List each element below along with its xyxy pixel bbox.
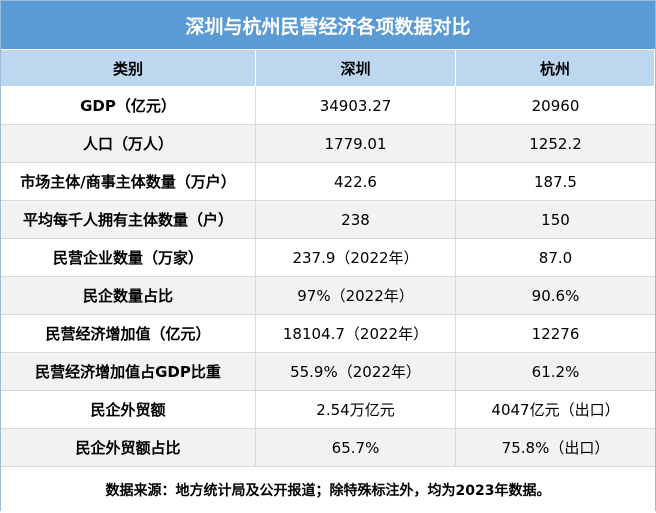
table-cell: 1252.2 bbox=[529, 134, 582, 153]
source-note: 数据来源：地方统计局及公开报道；除特殊标注外，均为2023年数据。 bbox=[1, 467, 655, 513]
table-row: 民企数量占比 97%（2022年） 90.6% bbox=[1, 277, 655, 315]
table-cell: 55.9%（2022年） bbox=[256, 353, 456, 390]
column-header: 类别 bbox=[1, 50, 256, 86]
row-label: 平均每千人拥有主体数量（户） bbox=[1, 201, 256, 238]
header-row: 类别 深圳 杭州 bbox=[1, 50, 655, 87]
table-row: 民营经济增加值占GDP比重 55.9%（2022年） 61.2% bbox=[1, 353, 655, 391]
row-label: 市场主体/商事主体数量（万户） bbox=[1, 163, 256, 200]
table-cell: 422.6 bbox=[256, 163, 456, 200]
table-cell: 18104.7（2022年） bbox=[256, 315, 456, 352]
row-label: 民企外贸额占比 bbox=[1, 429, 256, 466]
row-label: GDP（亿元） bbox=[1, 87, 256, 124]
table-cell: 12276 bbox=[531, 324, 580, 343]
table-row: 平均每千人拥有主体数量（户） 238 150 bbox=[1, 201, 655, 239]
table-row: 民营经济增加值（亿元） 18104.7（2022年） 12276 bbox=[1, 315, 655, 353]
table-cell: 61.2% bbox=[531, 362, 580, 381]
table-cell: 90.6% bbox=[531, 286, 580, 305]
table-cell: 75.8%（出口） bbox=[501, 439, 610, 457]
table-cell: 97%（2022年） bbox=[256, 277, 456, 314]
table-cell: 237.9（2022年） bbox=[256, 239, 456, 276]
row-label: 人口（万人） bbox=[1, 125, 256, 162]
row-label: 民营企业数量（万家） bbox=[1, 239, 256, 276]
table-row: 民营企业数量（万家） 237.9（2022年） 87.0 bbox=[1, 239, 655, 277]
column-header: 深圳 bbox=[256, 50, 456, 86]
table-cell: 65.7% bbox=[256, 429, 456, 466]
table-row: 民企外贸额占比 65.7% 75.8%（出口） bbox=[1, 429, 655, 467]
table-cell: 4047亿元（出口） bbox=[491, 401, 620, 419]
table-cell: 2.54万亿元 bbox=[256, 391, 456, 428]
table-row: 民企外贸额 2.54万亿元 4047亿元（出口） bbox=[1, 391, 655, 429]
table-row: 市场主体/商事主体数量（万户） 422.6 187.5 bbox=[1, 163, 655, 201]
table-title: 深圳与杭州民营经济各项数据对比 bbox=[1, 1, 655, 50]
table-cell: 20960 bbox=[531, 96, 580, 115]
table-cell: 1779.01 bbox=[256, 125, 456, 162]
table-cell: 187.5 bbox=[534, 172, 577, 191]
table-cell: 238 bbox=[256, 201, 456, 238]
table-row: 人口（万人） 1779.01 1252.2 bbox=[1, 125, 655, 163]
table-body: GDP（亿元） 34903.27 20960 人口（万人） 1779.01 1252.2 市… bbox=[1, 87, 655, 467]
row-label: 民企数量占比 bbox=[1, 277, 256, 314]
table-cell: 150 bbox=[541, 210, 570, 229]
table-cell: 34903.27 bbox=[256, 87, 456, 124]
column-header: 杭州 bbox=[456, 50, 655, 86]
row-label: 民营经济增加值（亿元） bbox=[1, 315, 256, 352]
table-row: GDP（亿元） 34903.27 20960 bbox=[1, 87, 655, 125]
row-label: 民企外贸额 bbox=[1, 391, 256, 428]
table-cell: 87.0 bbox=[538, 248, 573, 267]
row-label: 民营经济增加值占GDP比重 bbox=[1, 353, 256, 390]
